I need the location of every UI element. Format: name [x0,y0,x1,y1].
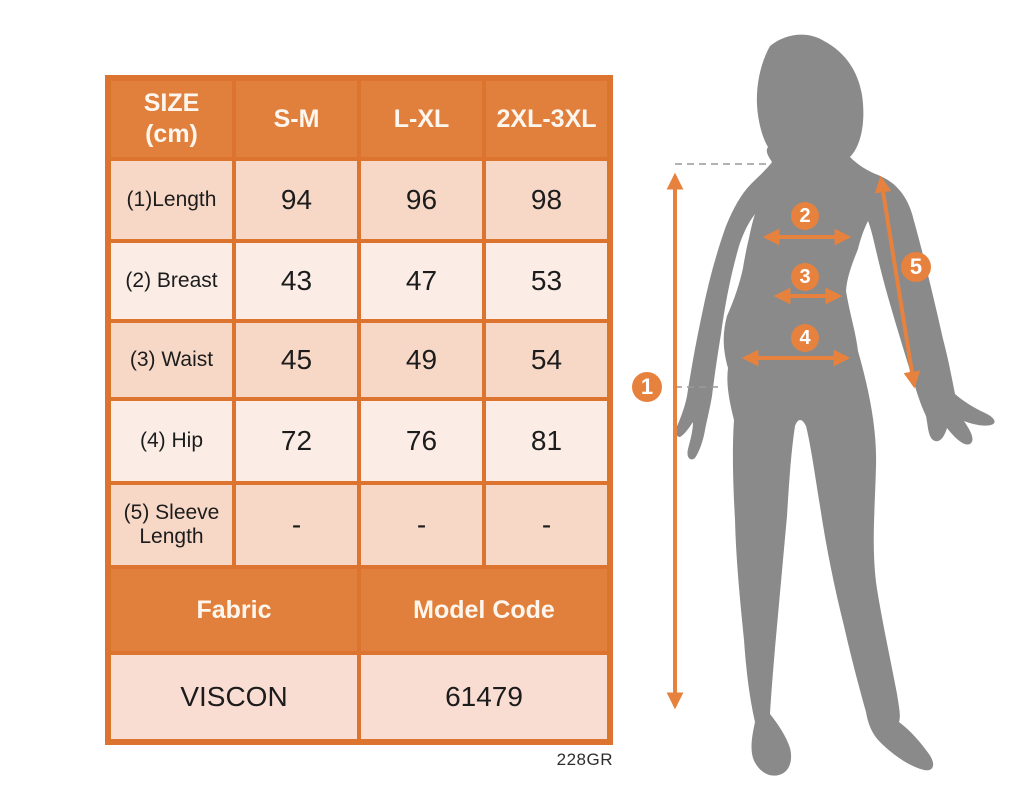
size-chart-table: SIZE (cm) S-M L-XL 2XL-3XL (1)Length 94 … [105,75,613,745]
value-length-l-xl: 96 [361,161,482,239]
value-waist-s-m: 45 [236,323,357,397]
value-hip-s-m: 72 [236,401,357,481]
footer-header-model-code: Model Code [361,569,607,651]
marker-3-waist: 3 [791,263,819,291]
row-label-hip: (4) Hip [111,401,232,481]
header-cell-size: SIZE (cm) [111,81,232,157]
row-label-waist: (3) Waist [111,323,232,397]
header-cell-2xl-3xl: 2XL-3XL [486,81,607,157]
weight-note: 228GR [556,750,613,769]
value-breast-l-xl: 47 [361,243,482,319]
row-label-length: (1)Length [111,161,232,239]
fabric-value: VISCON [111,655,357,739]
value-sleeve-l-xl: - [361,485,482,565]
value-sleeve-2xl-3xl: - [486,485,607,565]
model-code-value: 61479 [361,655,607,739]
marker-1-length: 1 [632,372,662,402]
value-waist-l-xl: 49 [361,323,482,397]
value-waist-2xl-3xl: 54 [486,323,607,397]
body-silhouette-image [675,34,995,776]
value-hip-2xl-3xl: 81 [486,401,607,481]
header-cell-l-xl: L-XL [361,81,482,157]
value-length-2xl-3xl: 98 [486,161,607,239]
value-breast-s-m: 43 [236,243,357,319]
sleeve-arrow [874,175,921,389]
marker-4-hip: 4 [791,324,819,352]
header-cell-s-m: S-M [236,81,357,157]
row-label-sleeve-length: (5) Sleeve Length [111,485,232,565]
marker-5-sleeve: 5 [901,252,931,282]
value-length-s-m: 94 [236,161,357,239]
value-sleeve-s-m: - [236,485,357,565]
value-hip-l-xl: 76 [361,401,482,481]
value-breast-2xl-3xl: 53 [486,243,607,319]
row-label-breast: (2) Breast [111,243,232,319]
marker-2-breast: 2 [791,202,819,230]
footer-header-fabric: Fabric [111,569,357,651]
